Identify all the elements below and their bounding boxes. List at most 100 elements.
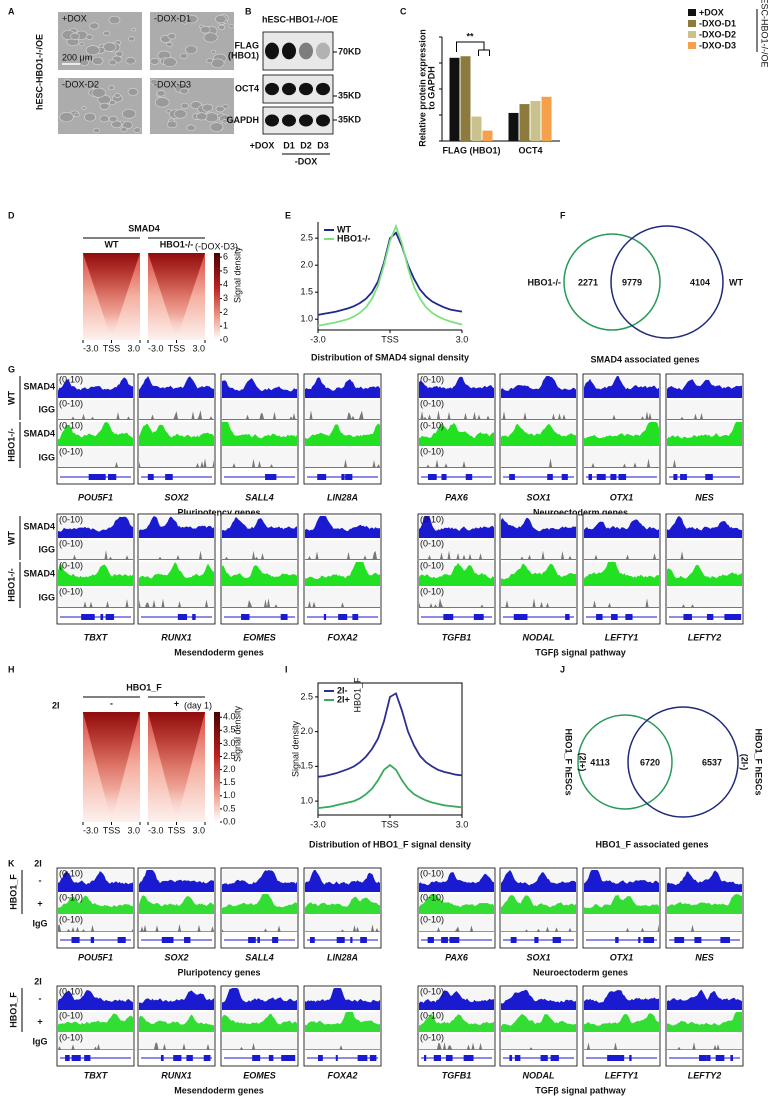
cell: [93, 127, 101, 134]
exon: [338, 614, 348, 620]
signal-track: [139, 458, 214, 468]
exon: [270, 474, 277, 480]
exon: [616, 1055, 625, 1061]
x-tick-label: TSS: [103, 343, 121, 353]
cell: [206, 58, 214, 64]
venn-circle: [627, 706, 739, 818]
band: [316, 114, 330, 127]
gene-label: TBXT: [84, 1070, 109, 1080]
signal-track: [305, 896, 380, 914]
exon: [694, 937, 702, 943]
group-title: Mesendoderm genes: [174, 1085, 264, 1095]
gene-label: NODAL: [523, 632, 555, 642]
exon: [165, 474, 171, 480]
signal-track: [501, 989, 576, 1010]
cell: [149, 57, 160, 65]
exon: [449, 937, 455, 943]
track-bg: [222, 400, 297, 420]
venn-label: HBO1-/-: [528, 277, 562, 287]
signal-track: [419, 925, 494, 932]
track-bg: [501, 448, 576, 468]
legend-label: -DXO-D2: [699, 29, 736, 39]
bar: [530, 100, 541, 141]
cell: [202, 103, 214, 112]
cell: [99, 115, 110, 123]
track-bg: [58, 400, 133, 420]
exon: [117, 937, 126, 943]
signal-track: [58, 377, 133, 398]
row-label: +: [37, 898, 42, 908]
track-range: (0-10): [59, 374, 83, 384]
signal-track: [419, 990, 494, 1010]
track-bg: [584, 1034, 659, 1050]
exon: [443, 614, 454, 620]
exon: [186, 1055, 193, 1061]
track-bg: [222, 540, 297, 560]
cell: [59, 112, 74, 123]
legend-label: 2I-: [337, 685, 348, 695]
group-label: HBO1-/-: [6, 568, 16, 602]
exon: [360, 937, 367, 943]
signal-track: [584, 990, 659, 1010]
signal-track: [58, 599, 133, 608]
signal-track: [222, 1013, 297, 1032]
cell: [79, 42, 85, 47]
side-label: hESC-HBO1-/-/OE: [34, 34, 44, 110]
track-range: (0-10): [420, 398, 444, 408]
signal-track: [58, 1013, 133, 1032]
signal-track: [501, 926, 576, 932]
group-label: HBO1_F: [8, 992, 18, 1028]
gene-label: PAX6: [445, 952, 469, 962]
exon: [427, 937, 434, 943]
exon: [705, 474, 713, 480]
panel-label: B: [245, 6, 252, 16]
group-label: WT: [6, 531, 16, 545]
venn-count: 9779: [622, 277, 642, 287]
panel-label: J: [560, 664, 565, 674]
y-tick-label: 1.0: [300, 314, 313, 324]
venn-label: HBO1_F hESCs: [754, 728, 764, 795]
size-label: 35KD: [338, 90, 362, 100]
y-tick-label: 1.5: [300, 287, 313, 297]
exon: [345, 474, 353, 480]
signal-track: [584, 562, 659, 586]
exon: [473, 614, 484, 620]
exon: [75, 1055, 79, 1061]
line-series: [317, 692, 463, 778]
track-bg: [584, 588, 659, 608]
legend-swatch: [688, 31, 696, 38]
x-tick-label: 3.0: [127, 343, 140, 353]
exon: [81, 614, 92, 620]
signal-track: [501, 1047, 576, 1050]
track-bg: [419, 916, 494, 932]
exon: [441, 937, 448, 943]
exon: [257, 937, 260, 943]
track-range: (0-10): [420, 420, 444, 430]
scale-bar-label: 200 μm: [62, 52, 92, 62]
track-range: (0-10): [59, 868, 83, 878]
track-range: (0-10): [59, 398, 83, 408]
colorbar: [214, 253, 220, 340]
legend-label: -DXO-D3: [699, 40, 736, 50]
legend-swatch: [688, 9, 696, 16]
group-title: Neuroectoderm genes: [533, 507, 628, 517]
track-bg: [667, 540, 742, 560]
signal-track: [419, 376, 494, 398]
x-axis-label: Distribution of HBO1_F signal density: [309, 839, 471, 849]
group-label: -DOX: [295, 156, 318, 166]
track-bg: [667, 588, 742, 608]
image-label: +DOX: [62, 13, 87, 23]
track-bg: [305, 540, 380, 560]
venn-label: WT: [729, 277, 743, 287]
exon: [90, 937, 95, 943]
exon: [433, 1055, 442, 1061]
significance: **: [466, 31, 474, 41]
signal-track: [419, 459, 494, 468]
signal-track: [139, 376, 214, 398]
group-title: Pluripotency genes: [177, 507, 260, 517]
signal-track: [501, 458, 576, 468]
cell: [114, 93, 121, 98]
exon: [510, 937, 517, 943]
venn-circle: [577, 714, 673, 810]
signal-track: [419, 1013, 494, 1032]
